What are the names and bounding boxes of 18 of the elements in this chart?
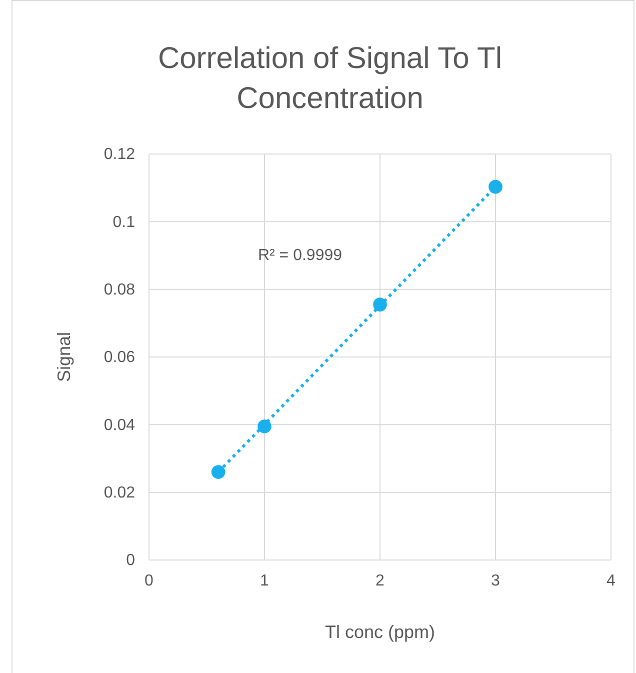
x-axis-title: Tl conc (ppm) (324, 622, 436, 642)
y-tick-label: 0.1 (112, 214, 136, 231)
chart-title: Correlation of Signal To Tl Concentration (158, 42, 502, 115)
y-axis-title: Signal (54, 332, 74, 382)
x-tick-label: 1 (260, 572, 270, 590)
point (211, 465, 226, 479)
y-tick-label: 0.12 (104, 146, 136, 164)
point (488, 180, 502, 194)
y-tick-label: 0 (126, 552, 136, 570)
x-tick-label: 2 (376, 572, 385, 590)
y-tick-label: 0.06 (104, 349, 136, 366)
y-tick-label: 0.08 (104, 281, 136, 298)
y-tick-label: 0.02 (104, 484, 136, 502)
y-tick-label: 0.04 (104, 416, 136, 434)
x-tick-label: 4 (606, 572, 616, 590)
x-tick-label: 3 (491, 572, 500, 590)
x-tick-label: 0 (144, 572, 154, 590)
annotation: R² = 0.9999 (258, 247, 342, 264)
